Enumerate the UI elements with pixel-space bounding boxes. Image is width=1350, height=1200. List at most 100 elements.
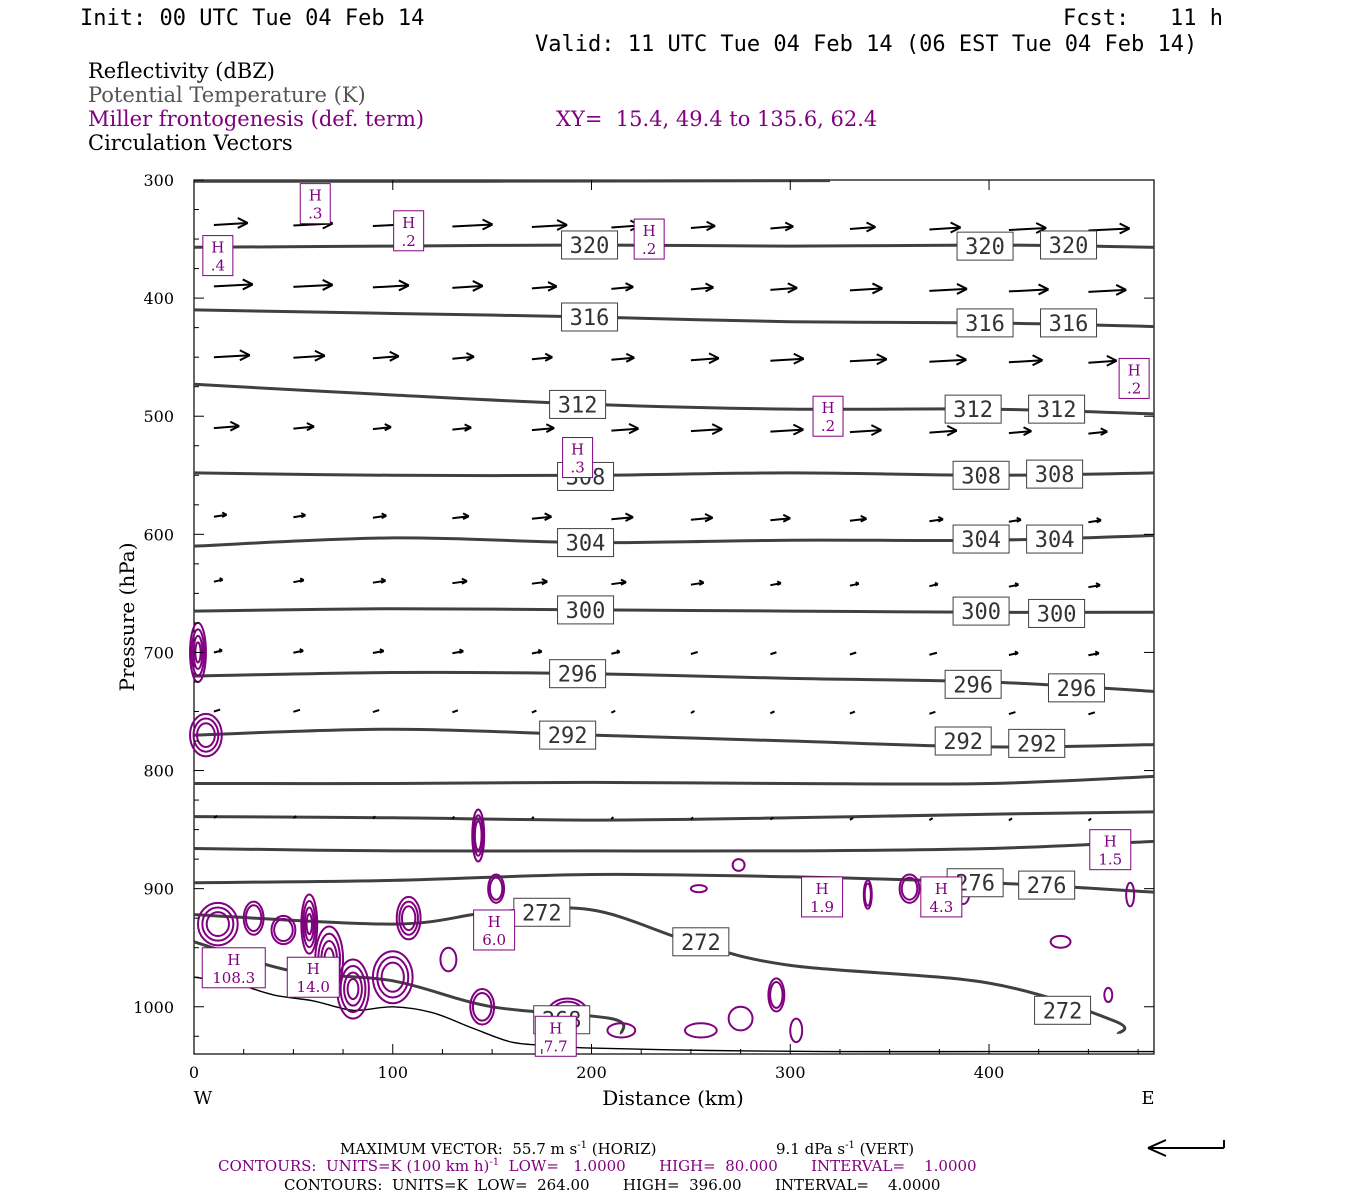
fronto-contour bbox=[769, 981, 784, 1009]
theta-contour-296 bbox=[193, 670, 1155, 693]
theta-contour-308 bbox=[193, 471, 1155, 478]
fronto-contour bbox=[196, 722, 216, 749]
circulation-vector bbox=[452, 223, 493, 228]
theta-label-box bbox=[952, 596, 1010, 626]
theta-contour-288 bbox=[193, 774, 1155, 786]
theta-contour-284 bbox=[193, 810, 1155, 822]
vector-arrowhead bbox=[937, 515, 944, 523]
theta-label-320: 320 bbox=[965, 235, 1005, 260]
theta-label-box bbox=[956, 231, 1014, 261]
fronto-high-marker: H bbox=[816, 880, 829, 898]
circulation-vector bbox=[372, 426, 392, 431]
theta-label-320: 320 bbox=[1049, 234, 1089, 259]
theta-label-300: 300 bbox=[961, 600, 1001, 625]
y-tick-label: 600 bbox=[143, 525, 174, 544]
fronto-contour bbox=[789, 1017, 804, 1044]
fronto-high-box bbox=[201, 947, 266, 989]
vector-arrowhead bbox=[1023, 426, 1032, 436]
theta-label-296: 296 bbox=[953, 673, 993, 698]
theta-label-292: 292 bbox=[943, 730, 983, 755]
fronto-high-marker: H bbox=[571, 441, 584, 459]
circulation-vector bbox=[770, 651, 777, 656]
theta-contour-304 bbox=[193, 534, 1155, 548]
fronto-contour bbox=[242, 900, 265, 936]
circulation-vector bbox=[213, 814, 218, 819]
circulation-vector bbox=[452, 355, 475, 360]
fronto-high-box bbox=[286, 956, 340, 998]
fronto-contour bbox=[439, 946, 458, 973]
circulation-vector bbox=[292, 815, 297, 819]
circulation-vector bbox=[531, 427, 555, 432]
fronto-contour bbox=[469, 988, 496, 1026]
fronto-high-marker: H bbox=[821, 399, 834, 417]
vector-arrowhead bbox=[625, 512, 634, 522]
fronto-high-box bbox=[202, 235, 234, 277]
vector-arrowhead bbox=[462, 512, 470, 521]
circulation-vector bbox=[293, 425, 315, 430]
circulation-vector bbox=[690, 225, 716, 230]
fronto-high-value: .2 bbox=[402, 232, 416, 250]
fronto-high-box bbox=[299, 183, 331, 225]
fronto-contour bbox=[473, 819, 483, 852]
fronto-contour bbox=[488, 876, 504, 901]
circulation-vector bbox=[531, 356, 553, 361]
vector-arrowhead bbox=[616, 649, 621, 655]
fronto-contour bbox=[196, 901, 239, 947]
circulation-vector bbox=[1008, 430, 1032, 435]
fronto-high-marker: H bbox=[309, 187, 322, 205]
fronto-high-marker: H bbox=[307, 960, 320, 978]
circulation-vector bbox=[1088, 430, 1108, 435]
fronto-high-value: 6.0 bbox=[482, 931, 506, 949]
theta-label-312: 312 bbox=[558, 393, 598, 418]
fronto-high-marker: H bbox=[935, 880, 948, 898]
theta-contour-300 bbox=[193, 607, 1155, 614]
vector-arrowhead bbox=[537, 648, 543, 655]
vector-arrowhead bbox=[472, 280, 484, 292]
fronto-contour bbox=[339, 965, 367, 1014]
vector-arrowhead bbox=[1014, 650, 1019, 656]
fronto-contour bbox=[731, 858, 746, 872]
theta-label-box bbox=[1028, 598, 1086, 628]
theta-label-box bbox=[952, 524, 1010, 554]
x-axis-title: Distance (km) bbox=[602, 1086, 744, 1110]
x-tick-label: 0 bbox=[189, 1063, 199, 1082]
fronto-contour bbox=[189, 712, 223, 758]
x-tick-label: 400 bbox=[974, 1063, 1005, 1082]
circulation-vector bbox=[770, 428, 804, 433]
circulation-vector bbox=[213, 354, 250, 359]
circulation-vector bbox=[1088, 359, 1117, 364]
fronto-high-value: 7.7 bbox=[544, 1037, 568, 1055]
vector-arrowhead bbox=[389, 350, 400, 362]
fronto-contour bbox=[371, 950, 414, 1005]
circulation-vector bbox=[1008, 288, 1049, 293]
fronto-contour bbox=[863, 882, 872, 907]
circulation-vector bbox=[1088, 711, 1096, 716]
theta-label-box bbox=[672, 927, 730, 957]
legend-frontogenesis: Miller frontogenesis (def. term) bbox=[88, 107, 424, 131]
theta-label-box bbox=[557, 595, 615, 625]
fronto-contour bbox=[606, 1022, 637, 1039]
fronto-high-marker: H bbox=[549, 1019, 562, 1037]
theta-contour-312 bbox=[193, 382, 1155, 416]
fronto-contour bbox=[192, 717, 220, 753]
y-tick-label: 700 bbox=[143, 643, 174, 662]
vector-arrowhead bbox=[299, 648, 304, 654]
vector-arrowhead bbox=[556, 219, 568, 231]
vector-arrowhead bbox=[792, 423, 804, 436]
vector-arrowhead bbox=[787, 282, 798, 294]
circulation-vector bbox=[1008, 817, 1013, 822]
fronto-contour bbox=[1049, 934, 1072, 949]
vector-arrowhead bbox=[1095, 582, 1101, 589]
fronto-high-value: 108.3 bbox=[212, 969, 255, 987]
theta-label-276: 276 bbox=[1027, 874, 1067, 899]
fronto-contour bbox=[303, 906, 315, 942]
fronto-high-box bbox=[920, 876, 963, 918]
fronto-high-value: .3 bbox=[570, 459, 584, 477]
fronto-contour bbox=[683, 1022, 718, 1039]
circulation-vector bbox=[293, 354, 325, 359]
fronto-high-value: .2 bbox=[821, 417, 835, 435]
circulation-vector bbox=[1008, 359, 1043, 364]
x-tick-label: 200 bbox=[576, 1063, 607, 1082]
circulation-vector bbox=[372, 815, 377, 820]
